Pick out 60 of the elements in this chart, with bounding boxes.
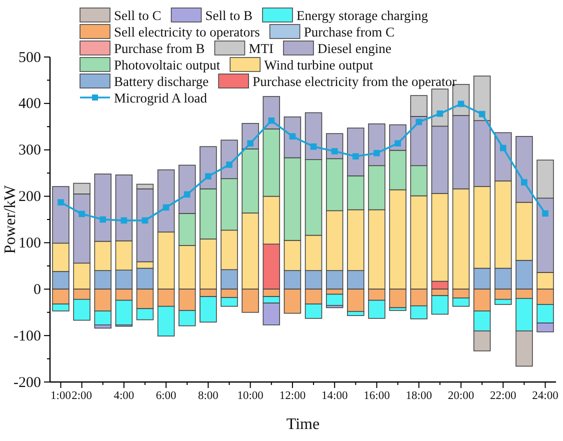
legend-label: Battery discharge — [114, 74, 209, 89]
x-tick-label: 22:00 — [490, 390, 516, 402]
point — [374, 150, 380, 156]
point — [142, 217, 148, 224]
y-axis-title: Power/kW — [2, 184, 19, 254]
point — [100, 216, 106, 223]
point — [331, 148, 338, 154]
x-tick-label: 4:00 — [114, 390, 134, 402]
x-tick-label: 14:00 — [321, 390, 348, 402]
point — [205, 173, 212, 180]
legend-label: Photovoltaic output — [114, 58, 220, 72]
point — [394, 140, 401, 147]
legend-label: Wind turbine output — [264, 58, 374, 72]
y-tick-label: -100 — [14, 328, 41, 344]
y-tick-label: 0 — [34, 282, 41, 298]
x-tick-label: 8:00 — [198, 390, 219, 402]
y-tick-label: 200 — [18, 189, 41, 206]
legend-label: Sell electricity to operators — [114, 24, 260, 40]
x-axis-title: Time — [286, 416, 320, 433]
x-tick-label: 20:00 — [448, 390, 474, 402]
point — [78, 210, 85, 218]
point — [542, 210, 548, 217]
x-tick-label: 2:00 — [72, 390, 92, 402]
point — [184, 191, 190, 198]
x-tick-label: 1:00 — [50, 390, 72, 402]
legend-label: MTI — [248, 41, 274, 56]
legend-label: Purchase from B — [114, 41, 205, 56]
point — [416, 118, 422, 126]
x-tick-label: 6:00 — [156, 390, 177, 402]
x-tick-label: 24:00 — [532, 390, 559, 402]
legend-label: Purchase electricity from the operator — [252, 74, 458, 89]
x-tick-label: 10:00 — [237, 390, 264, 402]
y-tick-label: 100 — [18, 236, 41, 252]
point — [521, 179, 528, 186]
x-tick-label: 18:00 — [406, 390, 432, 402]
point — [268, 117, 275, 124]
legend-label: Sell to B — [205, 8, 253, 23]
y-tick-label: 300 — [18, 142, 41, 159]
point — [58, 199, 64, 206]
y-tick-label: 400 — [18, 96, 41, 112]
point — [226, 162, 232, 168]
legend-label: Purchase from C — [304, 24, 395, 40]
x-tick-label: 16:00 — [364, 390, 390, 402]
point — [162, 204, 170, 211]
point — [247, 140, 254, 147]
point — [458, 100, 464, 108]
point — [289, 133, 296, 140]
point — [310, 143, 317, 150]
point — [436, 110, 444, 117]
point — [352, 153, 359, 160]
legend-label: Sell to C — [114, 8, 162, 23]
point — [500, 144, 506, 152]
x-tick-label: 12:00 — [279, 390, 306, 402]
legend-label: Diesel engine — [317, 41, 392, 56]
legend-label: Energy storage charging — [296, 8, 428, 23]
y-tick-label: -200 — [14, 374, 41, 391]
point — [478, 110, 486, 118]
point — [120, 217, 128, 224]
legend-label: Microgrid A load — [114, 90, 208, 106]
y-tick-label: 500 — [18, 50, 41, 66]
